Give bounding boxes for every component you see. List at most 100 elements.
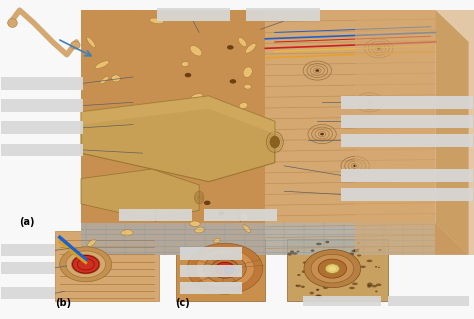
Circle shape [325, 264, 339, 273]
Text: (c): (c) [175, 298, 190, 308]
Circle shape [196, 249, 254, 288]
Circle shape [375, 266, 377, 268]
Circle shape [66, 251, 106, 278]
FancyBboxPatch shape [156, 8, 230, 21]
FancyBboxPatch shape [0, 244, 55, 256]
FancyBboxPatch shape [388, 296, 469, 306]
Ellipse shape [316, 243, 322, 245]
Circle shape [356, 261, 359, 263]
Circle shape [318, 259, 346, 278]
Ellipse shape [372, 285, 377, 287]
Circle shape [297, 274, 300, 276]
Ellipse shape [353, 274, 359, 277]
Circle shape [323, 286, 328, 289]
Ellipse shape [196, 135, 208, 143]
Circle shape [290, 250, 294, 253]
FancyBboxPatch shape [204, 209, 277, 221]
Circle shape [325, 241, 329, 243]
Ellipse shape [352, 283, 358, 285]
FancyBboxPatch shape [180, 248, 242, 260]
Ellipse shape [150, 18, 164, 24]
Ellipse shape [351, 250, 357, 252]
Circle shape [357, 242, 360, 244]
FancyBboxPatch shape [246, 8, 319, 21]
FancyBboxPatch shape [175, 239, 265, 301]
Circle shape [378, 267, 380, 268]
FancyBboxPatch shape [341, 115, 474, 128]
FancyBboxPatch shape [0, 144, 83, 156]
Polygon shape [81, 96, 275, 134]
Circle shape [337, 282, 343, 286]
Ellipse shape [345, 257, 350, 260]
Circle shape [301, 286, 305, 288]
Ellipse shape [134, 155, 146, 166]
Polygon shape [81, 169, 199, 220]
Ellipse shape [349, 287, 355, 289]
FancyBboxPatch shape [0, 287, 55, 299]
Ellipse shape [239, 102, 248, 109]
Ellipse shape [346, 263, 351, 265]
Ellipse shape [171, 116, 182, 125]
Circle shape [296, 285, 298, 286]
Circle shape [355, 278, 357, 279]
Circle shape [229, 79, 236, 84]
Circle shape [337, 260, 342, 263]
FancyBboxPatch shape [341, 96, 474, 109]
Circle shape [320, 133, 324, 135]
Ellipse shape [155, 137, 166, 144]
Circle shape [317, 289, 319, 291]
Ellipse shape [292, 252, 298, 255]
Ellipse shape [241, 148, 256, 159]
Ellipse shape [190, 46, 202, 56]
Ellipse shape [243, 225, 251, 233]
Ellipse shape [125, 131, 136, 138]
FancyBboxPatch shape [341, 188, 474, 201]
Circle shape [330, 279, 332, 280]
Ellipse shape [246, 43, 256, 53]
Circle shape [304, 249, 361, 288]
Circle shape [311, 254, 354, 283]
Circle shape [73, 256, 99, 273]
Ellipse shape [376, 284, 382, 286]
Circle shape [77, 259, 94, 270]
Circle shape [227, 45, 234, 49]
Circle shape [315, 295, 320, 298]
Ellipse shape [367, 260, 373, 262]
FancyBboxPatch shape [341, 134, 474, 147]
Text: (a): (a) [19, 217, 35, 226]
Circle shape [326, 260, 331, 263]
Circle shape [323, 268, 328, 272]
Ellipse shape [360, 265, 366, 268]
Ellipse shape [148, 107, 160, 115]
Circle shape [316, 69, 319, 72]
Polygon shape [81, 223, 469, 255]
Polygon shape [81, 10, 469, 42]
Circle shape [375, 291, 378, 292]
Circle shape [317, 295, 322, 298]
Ellipse shape [111, 75, 120, 82]
Circle shape [298, 274, 301, 276]
Ellipse shape [244, 84, 251, 89]
Ellipse shape [336, 254, 342, 256]
Circle shape [377, 47, 381, 50]
Ellipse shape [95, 61, 109, 69]
Ellipse shape [129, 104, 146, 113]
Ellipse shape [296, 285, 301, 287]
Ellipse shape [71, 41, 80, 49]
Circle shape [217, 263, 233, 274]
Ellipse shape [188, 103, 196, 109]
Circle shape [352, 269, 356, 272]
FancyBboxPatch shape [0, 122, 83, 134]
FancyBboxPatch shape [0, 99, 83, 112]
Ellipse shape [238, 38, 246, 47]
Ellipse shape [8, 19, 17, 27]
Ellipse shape [243, 67, 252, 78]
Circle shape [232, 139, 239, 144]
Ellipse shape [240, 212, 249, 221]
Circle shape [211, 259, 239, 278]
Circle shape [357, 254, 361, 256]
Circle shape [337, 255, 341, 259]
Circle shape [185, 73, 191, 77]
Circle shape [77, 259, 94, 270]
Ellipse shape [195, 227, 204, 233]
